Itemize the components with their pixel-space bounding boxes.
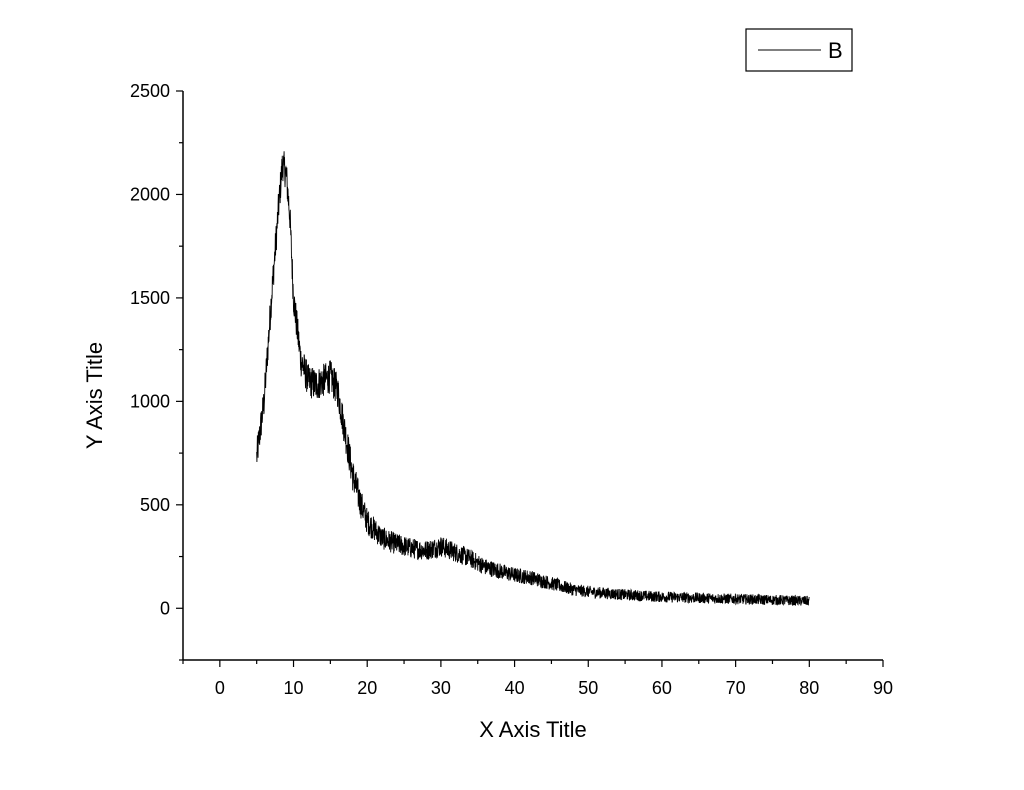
x-tick-label: 0 bbox=[215, 678, 225, 698]
axes: 0 10 20 30 40 50 60 70 80 90 0 500 1000 1500 2000 2500 bbox=[130, 81, 893, 698]
x-tick-label: 80 bbox=[799, 678, 819, 698]
series-layer bbox=[256, 151, 810, 606]
x-tick-label: 30 bbox=[431, 678, 451, 698]
y-tick-label: 1000 bbox=[130, 391, 170, 411]
y-tick-label: 0 bbox=[160, 598, 170, 618]
y-tick-label: 2500 bbox=[130, 81, 170, 101]
series-line-b bbox=[256, 151, 810, 606]
x-tick-label: 10 bbox=[284, 678, 304, 698]
x-axis-title: X Axis Title bbox=[479, 717, 587, 742]
x-tick-label: 40 bbox=[505, 678, 525, 698]
y-tick-label: 2000 bbox=[130, 184, 170, 204]
x-tick-label: 90 bbox=[873, 678, 893, 698]
y-axis-title: Y Axis Title bbox=[82, 342, 107, 449]
y-tick-label: 1500 bbox=[130, 288, 170, 308]
legend-label-b: B bbox=[828, 38, 843, 63]
y-ticks: 0 500 1000 1500 2000 2500 bbox=[130, 81, 183, 661]
x-tick-label: 70 bbox=[726, 678, 746, 698]
x-ticks: 0 10 20 30 40 50 60 70 80 90 bbox=[182, 660, 893, 698]
y-tick-label: 500 bbox=[140, 495, 170, 515]
legend: B bbox=[745, 28, 853, 72]
x-tick-label: 20 bbox=[357, 678, 377, 698]
x-tick-label: 50 bbox=[578, 678, 598, 698]
x-tick-label: 60 bbox=[652, 678, 672, 698]
